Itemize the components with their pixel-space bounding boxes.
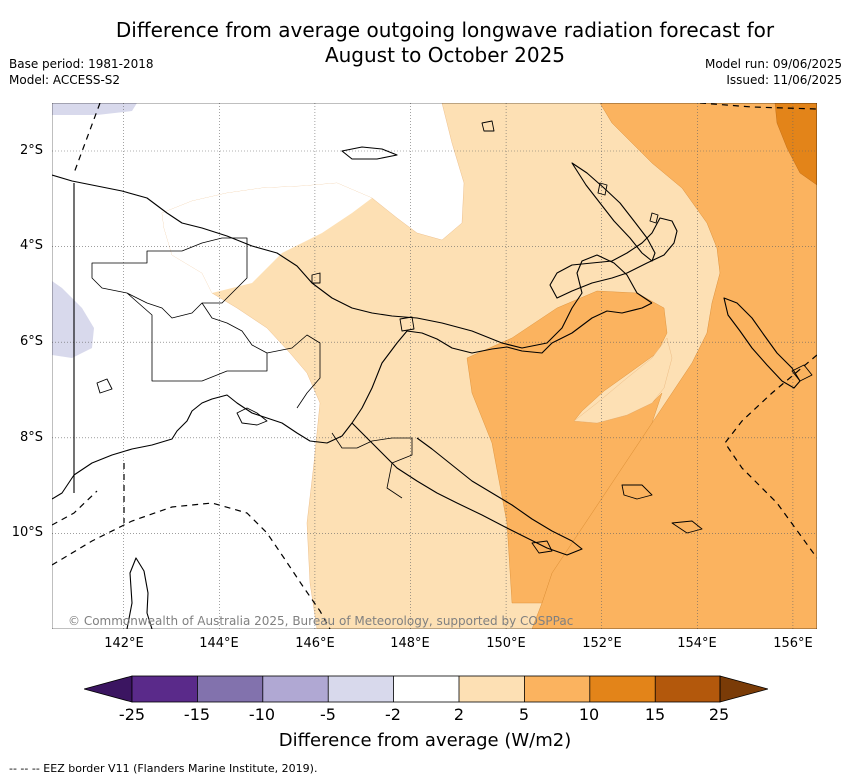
colorbar-tick: 25	[708, 705, 730, 724]
anomaly-zone-2-5-patch	[573, 337, 673, 424]
anomaly-zone-neg-west	[52, 281, 94, 358]
map-canvas	[52, 103, 817, 629]
colorbar-tick: 2	[453, 705, 465, 724]
bougainville-island	[723, 297, 801, 389]
colorbar-segment	[459, 676, 525, 702]
colorbar-tick: -5	[320, 705, 336, 724]
title-line-2: August to October 2025	[324, 43, 566, 67]
colorbar-low-arrow	[84, 675, 133, 703]
lon-label-142e: 142°E	[104, 636, 144, 651]
colorbar	[84, 675, 768, 703]
colorbar-tick: 15	[644, 705, 666, 724]
issued-date: Issued: 11/06/2025	[726, 73, 842, 87]
colorbar-segment	[197, 676, 263, 702]
new-ireland-island	[571, 162, 656, 262]
colorbar-segment	[393, 676, 459, 702]
colorbar-tick: -10	[248, 705, 276, 724]
meta-left: Base period: 1981-2018 Model: ACCESS-S2	[9, 56, 154, 88]
lon-label-150e: 150°E	[486, 636, 526, 651]
lat-label-6s: 6°S	[19, 334, 43, 349]
colorbar-segment	[524, 676, 590, 702]
colorbar-tick: -2	[385, 705, 401, 724]
colorbar-segment	[262, 676, 329, 702]
small-islands	[96, 120, 813, 554]
neutral-zone	[162, 183, 372, 293]
new-guinea-north-coast	[52, 174, 653, 349]
colorbar-tick: -15	[183, 705, 211, 724]
anomaly-zone-5-10-east	[531, 103, 817, 629]
graticule	[52, 103, 817, 629]
model-run: Model run: 09/06/2025	[704, 57, 842, 71]
new-guinea-south-coast	[52, 302, 653, 500]
model-name: Model: ACCESS-S2	[9, 73, 121, 87]
colorbar-segment	[132, 676, 198, 702]
lon-label-156e: 156°E	[773, 636, 813, 651]
colorbar-segment	[589, 676, 656, 702]
lon-label-144e: 144°E	[199, 636, 239, 651]
title-line-1: Difference from average outgoing longwav…	[115, 18, 775, 42]
coastlines	[52, 120, 813, 629]
lon-label-146e: 146°E	[295, 636, 335, 651]
colorbar-segment	[655, 676, 720, 702]
lat-label-2s: 2°S	[19, 143, 43, 158]
lon-label-148e: 148°E	[390, 636, 430, 651]
lat-label-8s: 8°S	[19, 430, 43, 445]
colorbar-label: Difference from average (W/m2)	[278, 730, 572, 751]
meta-right: Model run: 09/06/2025 Issued: 11/06/2025	[705, 56, 842, 88]
lat-label-10s: 10°S	[11, 525, 43, 540]
eez-legend-note: -- -- -- EEZ border V11 (Flanders Marine…	[9, 762, 318, 775]
lat-label-4s: 4°S	[19, 238, 43, 253]
anomaly-zone-neg-north	[52, 103, 137, 115]
colorbar-high-arrow	[719, 675, 768, 703]
colorbar-tick: -25	[118, 705, 146, 724]
base-period: Base period: 1981-2018	[9, 57, 154, 71]
colorbar-tick: 5	[518, 705, 530, 724]
eez-borders	[52, 103, 817, 629]
cape-york	[126, 557, 153, 629]
anomaly-zone-10-15	[774, 103, 817, 186]
copyright-notice: © Commonwealth of Australia 2025, Bureau…	[68, 614, 574, 628]
map-title: Difference from average outgoing longwav…	[90, 18, 800, 68]
colorbar-segment	[328, 676, 394, 702]
lon-label-154e: 154°E	[677, 636, 717, 651]
papuan-peninsula-tail	[351, 422, 583, 556]
colorbar-dividers	[131, 675, 721, 703]
manus-island	[341, 146, 398, 160]
province-borders	[91, 237, 413, 499]
new-britain-island	[549, 217, 678, 299]
lon-label-152e: 152°E	[582, 636, 622, 651]
colorbar-tick: 10	[578, 705, 600, 724]
